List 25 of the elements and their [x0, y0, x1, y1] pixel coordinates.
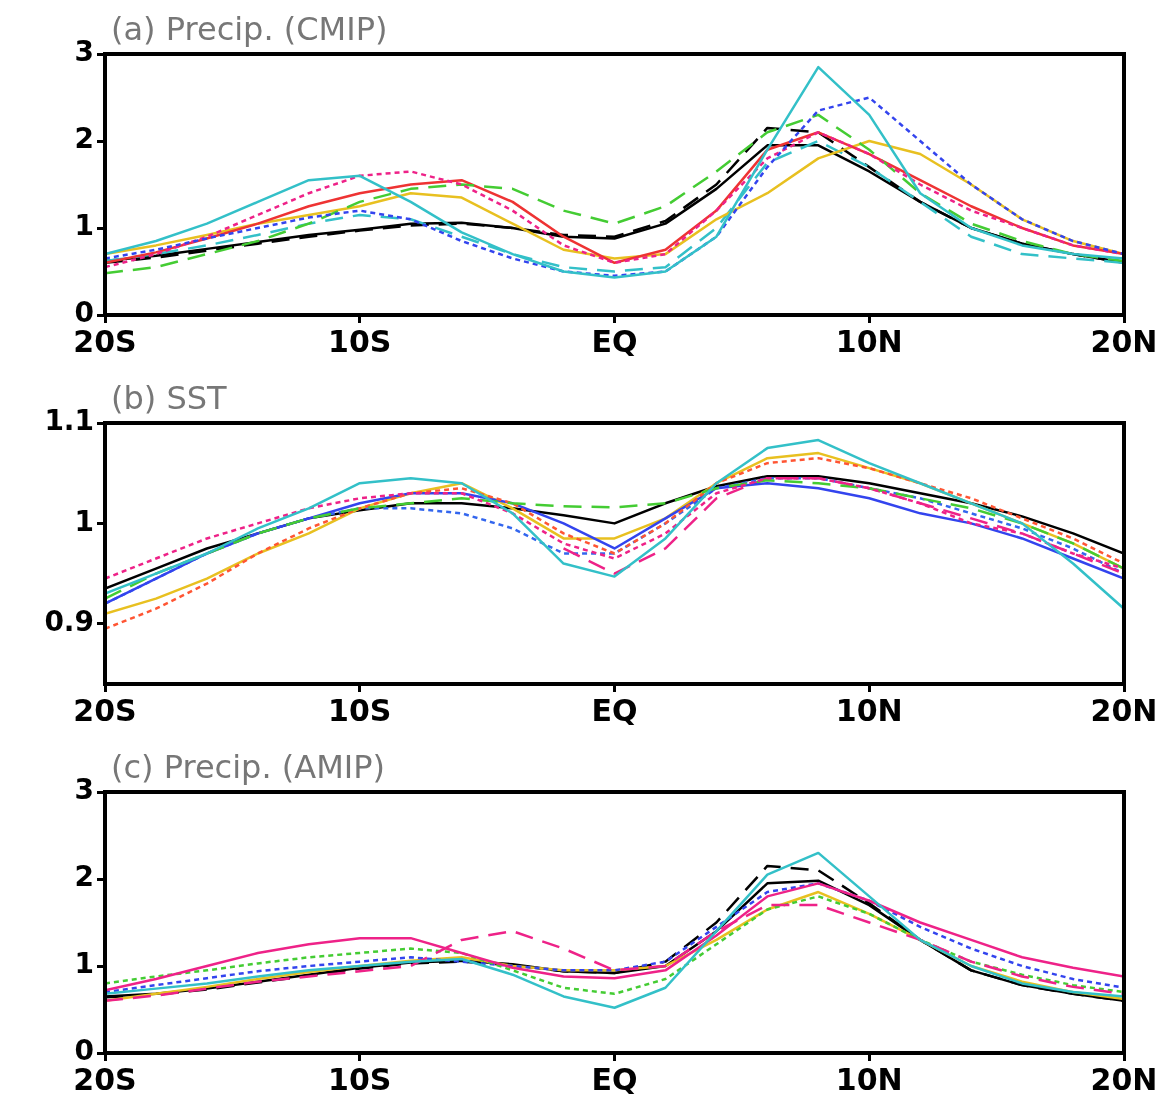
x-tick-label: 10N: [835, 323, 903, 359]
x-tick-label: 20N: [1090, 323, 1158, 359]
chart-title: (a) Precip. (CMIP): [111, 10, 388, 49]
x-tick-label: 10N: [835, 1061, 903, 1097]
y-tick-label: 1: [74, 504, 94, 538]
y-tick-label: 1: [74, 947, 94, 981]
x-tick-label: 10S: [328, 692, 392, 728]
chart-title: (b) SST: [111, 379, 228, 418]
y-tick-label: 3: [74, 773, 94, 807]
x-tick-label: 20S: [73, 692, 137, 728]
y-tick-label: 2: [74, 860, 94, 894]
y-tick-label: 1.1: [44, 404, 94, 438]
x-tick-label: EQ: [591, 1061, 638, 1097]
y-tick-label: 0.9: [44, 605, 94, 639]
chart-title: (c) Precip. (AMIP): [111, 748, 385, 787]
x-tick-label: EQ: [591, 692, 638, 728]
x-tick-label: 20N: [1090, 692, 1158, 728]
x-tick-label: 10S: [328, 323, 392, 359]
x-tick-label: 10S: [328, 1061, 392, 1097]
y-tick-label: 3: [74, 35, 94, 69]
x-tick-label: 20N: [1090, 1061, 1158, 1097]
y-tick-label: 1: [74, 209, 94, 243]
x-tick-label: EQ: [591, 323, 638, 359]
y-tick-label: 2: [74, 122, 94, 156]
x-tick-label: 10N: [835, 692, 903, 728]
